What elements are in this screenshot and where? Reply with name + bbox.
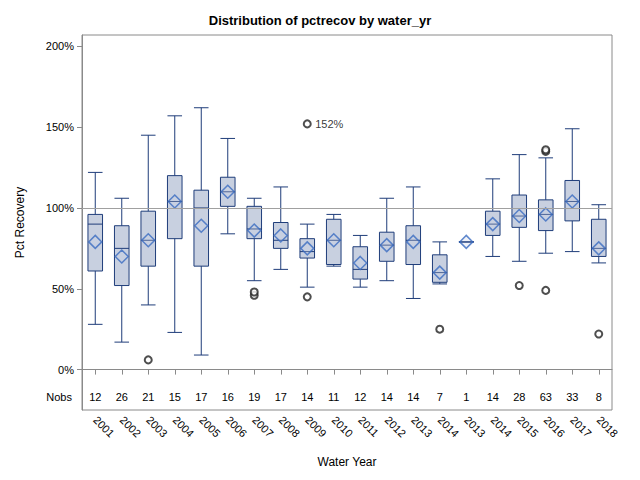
svg-text:Pct Recovery: Pct Recovery (13, 187, 27, 258)
svg-text:2016: 2016 (542, 414, 568, 440)
svg-text:2004: 2004 (171, 414, 197, 440)
svg-text:17: 17 (275, 391, 287, 403)
svg-text:26: 26 (116, 391, 128, 403)
svg-text:14: 14 (407, 391, 419, 403)
svg-text:16: 16 (222, 391, 234, 403)
svg-text:Nobs: Nobs (46, 391, 72, 403)
svg-text:2018: 2018 (595, 414, 621, 440)
svg-text:2014: 2014 (489, 414, 515, 440)
svg-text:12: 12 (89, 391, 101, 403)
svg-text:1: 1 (463, 391, 469, 403)
svg-text:12: 12 (354, 391, 366, 403)
svg-text:7: 7 (437, 391, 443, 403)
svg-text:Distribution of pctrecov by wa: Distribution of pctrecov by water_yr (209, 13, 432, 28)
svg-text:2002: 2002 (118, 414, 144, 440)
svg-text:2009: 2009 (303, 414, 329, 440)
svg-text:2005: 2005 (197, 414, 223, 440)
svg-text:100%: 100% (46, 202, 74, 214)
svg-text:200%: 200% (46, 40, 74, 52)
svg-text:19: 19 (248, 391, 260, 403)
svg-text:2011: 2011 (356, 414, 381, 439)
svg-text:2006: 2006 (224, 414, 250, 440)
svg-text:2014: 2014 (436, 414, 462, 440)
svg-text:2015: 2015 (515, 414, 541, 440)
svg-text:14: 14 (487, 391, 499, 403)
svg-text:11: 11 (328, 391, 339, 403)
svg-text:17: 17 (195, 391, 207, 403)
svg-text:150%: 150% (46, 121, 74, 133)
svg-text:33: 33 (566, 391, 578, 403)
svg-text:21: 21 (142, 391, 154, 403)
svg-text:2017: 2017 (568, 414, 594, 440)
svg-text:152%: 152% (315, 118, 343, 130)
svg-text:28: 28 (513, 391, 525, 403)
svg-text:2012: 2012 (383, 414, 409, 440)
svg-text:0%: 0% (58, 364, 74, 376)
svg-text:2010: 2010 (330, 414, 356, 440)
svg-text:2013: 2013 (462, 414, 488, 440)
svg-text:2008: 2008 (277, 414, 303, 440)
svg-text:63: 63 (540, 391, 552, 403)
svg-text:Water Year: Water Year (318, 455, 377, 469)
svg-text:14: 14 (301, 391, 313, 403)
svg-text:2013: 2013 (409, 414, 435, 440)
svg-text:15: 15 (169, 391, 181, 403)
svg-text:2001: 2001 (91, 414, 117, 440)
svg-text:2003: 2003 (144, 414, 170, 440)
svg-text:50%: 50% (52, 283, 74, 295)
svg-text:14: 14 (381, 391, 393, 403)
svg-text:2007: 2007 (250, 414, 276, 440)
svg-text:8: 8 (596, 391, 602, 403)
